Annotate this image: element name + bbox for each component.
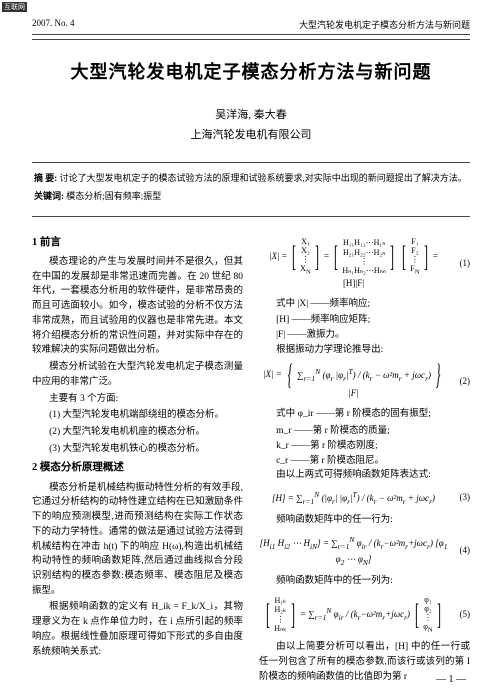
paragraph: 由以上两式可得频响函数矩阵表达式: <box>259 468 470 483</box>
equation-4: [Hi1 Hi2 ⋯ HiN] = ∑r=1N φir / (kr−ω²mr+j… <box>259 534 470 568</box>
header-right: 大型汽轮发电机定子模态分析方法与新问题 <box>299 18 470 31</box>
equation-2: |X| = { ∑r=1N (φr |φr|T) / (kr − ω²mr + … <box>259 363 470 401</box>
where-line: m_r ——第 r 阶模态的质量; <box>276 424 470 439</box>
keywords-label: 关键词: <box>34 191 64 201</box>
header-rule <box>32 37 470 40</box>
header-left: 2007. No. 4 <box>32 18 75 31</box>
list-item: (3) 大型汽轮发电机铁心的模态分析。 <box>49 442 243 457</box>
list-item: (1) 大型汽轮发电机端部绕组的模态分析。 <box>49 408 243 423</box>
keywords-text: 模态分析;固有频率;振型 <box>66 191 161 201</box>
where-line: |F| ——激振力。 <box>276 328 470 343</box>
abstract-text: 讨论了大型发电机定子的模态试验方法的原理和试验系统要求,对实际中出现的新问题提出… <box>60 173 467 183</box>
equation-number: (1) <box>448 257 470 271</box>
paragraph: 根据频响函数的定义有 H_ik = F_k/X_i，其物理意义为在 k 点作单位… <box>32 600 243 659</box>
list-item: (2) 大型汽轮发电机机座的模态分析。 <box>49 425 243 440</box>
section-2-heading: 2 模态分析原理概述 <box>32 460 243 476</box>
paragraph: 模态分析试验在大型汽轮发电机定子模态测量中应用的非常广泛。 <box>32 360 243 389</box>
body-columns: 1 前言 模态理论的产生与发展时间并不是很久，但其在中国的发展却是非常迅速而完善… <box>32 231 470 687</box>
equation-number: (2) <box>448 375 470 389</box>
paragraph: 主要有 3 个方面: <box>32 392 243 407</box>
where-line: 式中 φ_ir ——第 r 阶模态的固有振型; <box>259 407 470 422</box>
authors: 吴洋海, 秦大春 <box>32 106 470 122</box>
page-number: — 1 — <box>436 674 466 685</box>
abstract-label: 摘 要: <box>34 173 57 183</box>
paragraph: 频响函数矩阵中的任一行为: <box>259 513 470 528</box>
where-line: 式中 |X| ——频率响应; <box>259 297 470 312</box>
running-header: 2007. No. 4 大型汽轮发电机定子模态分析方法与新问题 <box>32 18 470 35</box>
equation-1: |X| = [X₁X₂⋮XN] = [H₁₁H₁₂⋯H₁ₙH₂₁H₂₂⋯H₂ₙ⋮… <box>259 237 470 291</box>
paragraph: 模态理论的产生与发展时间并不是很久，但其在中国的发展却是非常迅速而完善。在 20… <box>32 255 243 358</box>
section-1-heading: 1 前言 <box>32 235 243 251</box>
paragraph: 频响函数矩阵中的任一列为: <box>259 574 470 589</box>
where-line: k_r ——第 r 阶模态刚度; <box>276 439 470 454</box>
equation-number: (5) <box>448 608 470 622</box>
equation-number: (3) <box>448 491 470 505</box>
paper-title: 大型汽轮发电机定子模态分析方法与新问题 <box>32 58 470 84</box>
equation-number: (4) <box>448 544 470 558</box>
paragraph: 根据振动力学理论推导出: <box>259 343 470 358</box>
equation-3: [H] = ∑r=1N (|φr| |φr|T) / (kr − ω²mr + … <box>259 489 470 507</box>
equation-5: [H₁ₖH₂ₖ⋮Hₙₖ] = ∑r=1N φir / (kr−ω²mr+jωcr… <box>259 595 470 635</box>
paragraph: 模态分析是机械结构振动特性分析的有效手段,它通过分析结构的动特性建立结构在已知激… <box>32 481 243 599</box>
right-column: |X| = [X₁X₂⋮XN] = [H₁₁H₁₂⋯H₁ₙH₂₁H₂₂⋯H₂ₙ⋮… <box>259 231 470 687</box>
where-line: c_r ——第 r 阶模态阻尼。 <box>276 454 470 469</box>
where-line: [H] ——频率响应矩阵; <box>276 313 470 328</box>
abstract-block: 摘 要: 讨论了大型发电机定子的模态试验方法的原理和试验系统要求,对实际中出现的… <box>32 162 470 217</box>
page: 互联网 2007. No. 4 大型汽轮发电机定子模态分析方法与新问题 大型汽轮… <box>0 0 502 695</box>
watermark-badge: 互联网 <box>2 2 27 12</box>
affiliation: 上海汽轮发电机有限公司 <box>32 126 470 142</box>
left-column: 1 前言 模态理论的产生与发展时间并不是很久，但其在中国的发展却是非常迅速而完善… <box>32 231 243 687</box>
